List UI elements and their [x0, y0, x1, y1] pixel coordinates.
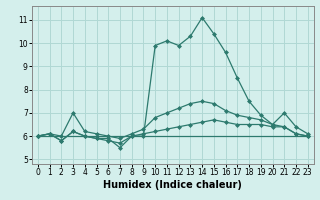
- X-axis label: Humidex (Indice chaleur): Humidex (Indice chaleur): [103, 180, 242, 190]
